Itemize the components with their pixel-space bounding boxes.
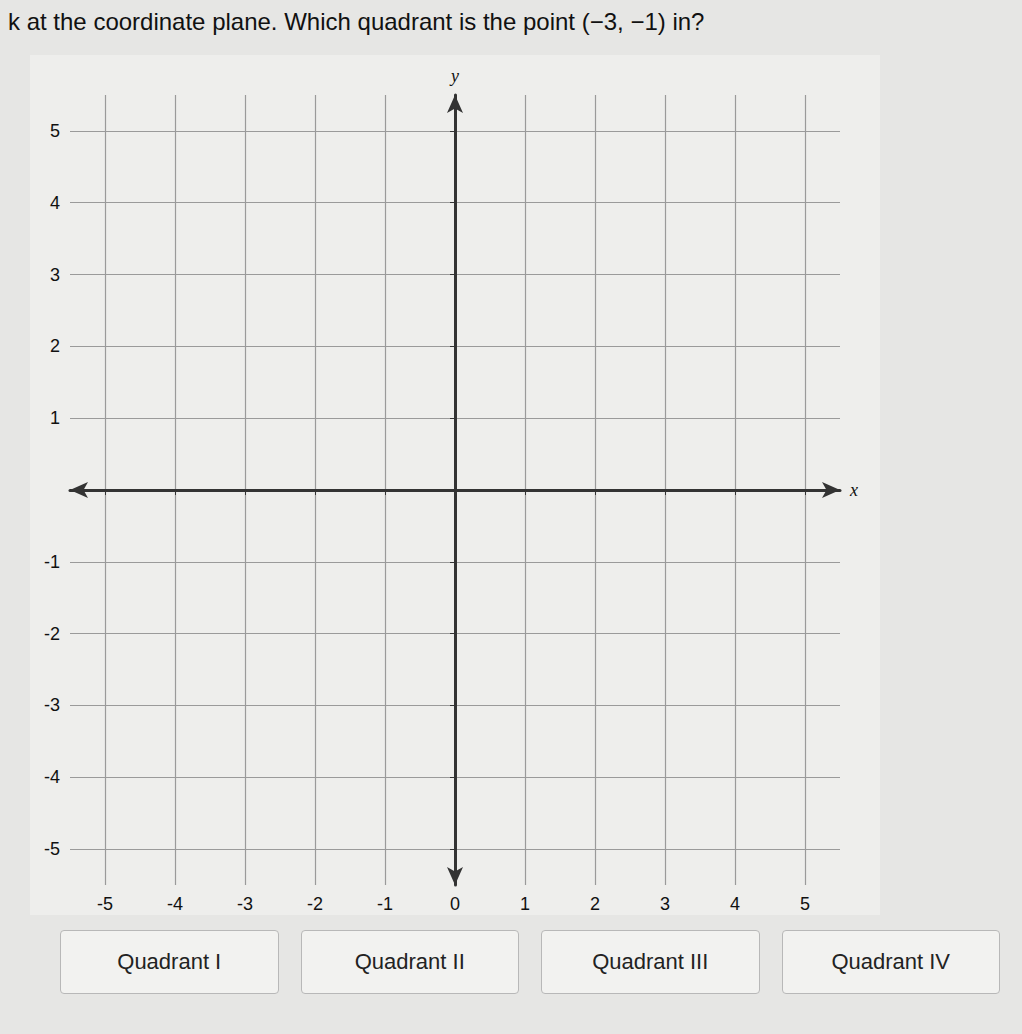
html-text:Quadrant III: Quadrant III [592, 949, 709, 974]
svg-text:y: y [449, 66, 459, 86]
svg-text:2: 2 [50, 336, 60, 356]
svg-text:-1: -1 [377, 894, 393, 914]
svg-text:1: 1 [50, 408, 60, 428]
svg-text:4: 4 [730, 894, 740, 914]
svg-text:1: 1 [520, 894, 530, 914]
svg-text:3: 3 [660, 894, 670, 914]
svg-text:-4: -4 [44, 767, 60, 787]
svg-text:0: 0 [450, 894, 460, 914]
svg-text:-5: -5 [44, 839, 60, 859]
svg-text:-2: -2 [307, 894, 323, 914]
svg-text:5: 5 [800, 894, 810, 914]
svg-text:2: 2 [590, 894, 600, 914]
svg-text:-1: -1 [44, 552, 60, 572]
html-text:Quadrant IV: Quadrant IV [831, 949, 951, 974]
html-text:Quadrant II: Quadrant II [354, 949, 465, 974]
svg-text:4: 4 [50, 193, 60, 213]
svg-text:3: 3 [50, 265, 60, 285]
svg-text:-5: -5 [97, 894, 113, 914]
svg-text:5: 5 [50, 121, 60, 141]
svg-text:-3: -3 [237, 894, 253, 914]
svg-text:-4: -4 [167, 894, 183, 914]
svg-text:-3: -3 [44, 695, 60, 715]
html-text:Quadrant I: Quadrant I [117, 949, 222, 974]
svg-text:x: x [849, 480, 858, 500]
svg-text:-2: -2 [44, 624, 60, 644]
html-text:k at the coordinate plane. Whi: k at the coordinate plane. Which quadran… [8, 8, 705, 35]
